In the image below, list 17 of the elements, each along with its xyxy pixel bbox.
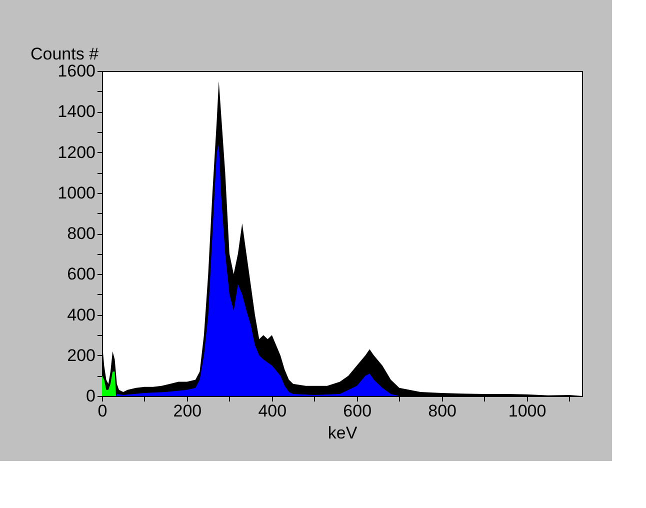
- y-tick-label: 200: [67, 346, 96, 365]
- x-tick-label: 1000: [508, 402, 546, 420]
- y-tick-label: 400: [67, 305, 96, 324]
- x-tick-label: 200: [173, 402, 202, 420]
- y-tick-label: 0: [86, 386, 96, 406]
- x-tick-label: 0: [98, 402, 108, 420]
- x-tick-label: 600: [343, 402, 372, 420]
- y-tick-label: 800: [67, 224, 96, 243]
- x-tick-label: 800: [428, 402, 457, 420]
- y-axis-title: Counts #: [30, 44, 100, 64]
- y-tick-label: 1200: [58, 142, 96, 162]
- y-tick-label: 1600: [58, 62, 96, 80]
- y-tick-label: 1400: [58, 102, 96, 122]
- y-tick-label: 1000: [58, 183, 96, 202]
- x-axis-title: keV: [328, 424, 358, 442]
- y-tick-label: 600: [67, 264, 96, 284]
- x-tick-label: 400: [258, 402, 287, 420]
